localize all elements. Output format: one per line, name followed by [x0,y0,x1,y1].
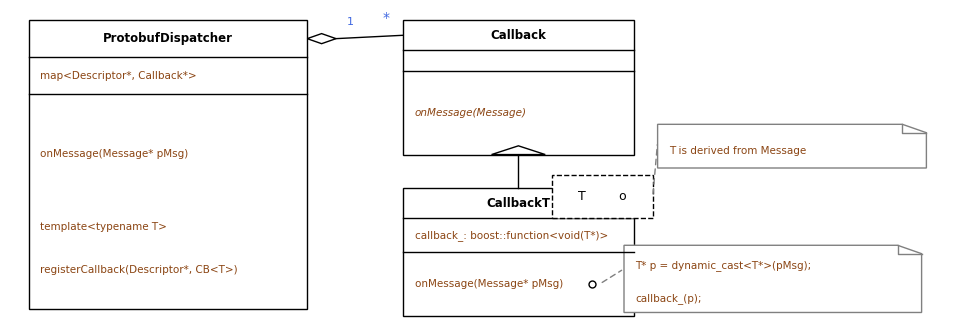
Text: registerCallback(Descriptor*, CB<T>): registerCallback(Descriptor*, CB<T>) [40,265,238,276]
Bar [403,188,634,316]
Text: onMessage(Message): onMessage(Message) [415,108,527,118]
Text: T* p = dynamic_cast<T*>(pMsg);: T* p = dynamic_cast<T*>(pMsg); [636,260,812,271]
Text: ProtobufDispatcher: ProtobufDispatcher [103,32,233,45]
Text: CallbackT: CallbackT [487,197,550,210]
Text: map<Descriptor*, Callback*>: map<Descriptor*, Callback*> [40,71,197,81]
Text: callback_(p);: callback_(p); [636,294,702,304]
Text: onMessage(Message* pMsg): onMessage(Message* pMsg) [40,149,188,159]
Text: o: o [619,190,626,203]
Text: T: T [578,190,587,203]
Bar [552,175,653,218]
Text: 1: 1 [347,17,354,27]
Text: callback_: boost::function<void(T*)>: callback_: boost::function<void(T*)> [415,230,608,241]
Text: onMessage(Message* pMsg): onMessage(Message* pMsg) [415,279,563,289]
Text: template<typename T>: template<typename T> [40,222,167,233]
Bar [29,20,307,309]
Polygon shape [658,124,926,168]
Polygon shape [492,146,545,155]
Bar [403,20,634,155]
Text: Callback: Callback [491,29,546,42]
Text: T is derived from Message: T is derived from Message [669,145,806,156]
Polygon shape [624,245,922,312]
Text: *: * [382,11,390,25]
